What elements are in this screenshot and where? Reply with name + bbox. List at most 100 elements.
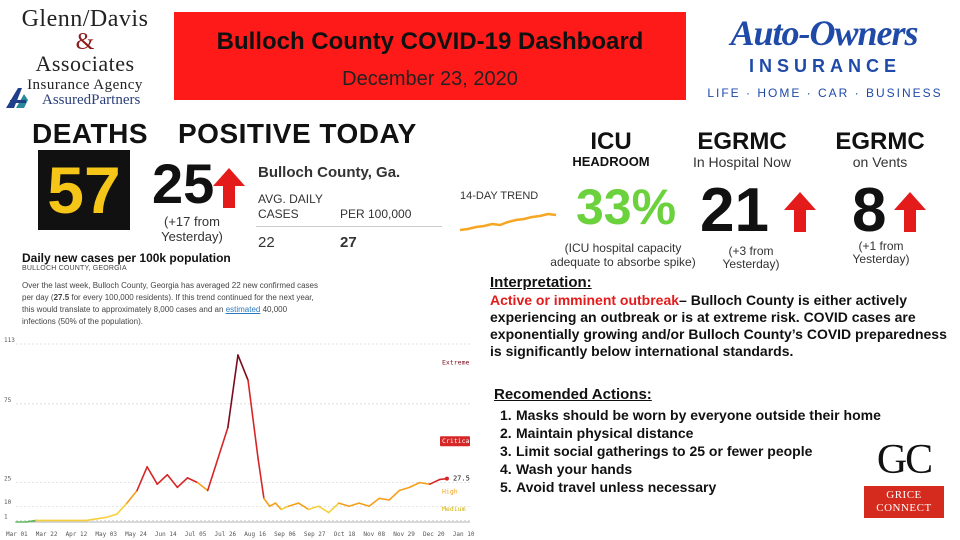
item-text: Maintain physical distance (516, 425, 694, 441)
threshold-label: Medium (442, 505, 466, 513)
chart-gridlines (16, 343, 470, 523)
egrmc-hospital-note-line-2: Yesterday) (722, 257, 780, 271)
chart-y-ticks: 113 75 25 10 1 (4, 337, 15, 520)
x-tick-label: Oct 18 (334, 531, 356, 538)
positive-today-value: 25 (152, 152, 215, 215)
egrmc-hospital-note-line-1: (+3 from (728, 244, 774, 258)
x-tick-label: Apr 12 (66, 531, 88, 538)
deaths-value: 57 (47, 153, 121, 227)
item-number: 5. (500, 479, 512, 495)
series-segment (116, 502, 128, 515)
series-segment (206, 458, 219, 492)
chart-desc-part-a: Over the last week, Bulloch County, Geor… (22, 281, 319, 302)
avg-daily-header-line-1: AVG. DAILY (258, 192, 323, 206)
egrmc-hospital-note: (+3 from Yesterday) (706, 245, 796, 271)
y-tick-label: 75 (4, 397, 12, 404)
y-tick-label: 25 (4, 476, 12, 483)
x-tick-label: Mar 22 (36, 531, 58, 538)
series-segment (146, 466, 159, 485)
logo-ampersand: & (75, 29, 95, 55)
list-item: 2. Maintain physical distance (500, 424, 881, 442)
list-item: 1. Masks should be worn by everyone outsi… (500, 406, 881, 424)
icu-sublabel: HEADROOM (572, 154, 650, 169)
county-table-title: Bulloch County, Ga. (258, 164, 401, 181)
auto-owners-logo: Auto-Owners (730, 13, 918, 53)
series-segment (388, 489, 401, 501)
chart-x-ticks: Mar 01 Mar 22 Apr 12 May 03 May 24 Jun 14 Jul … (6, 531, 475, 538)
series-segment (263, 497, 271, 508)
logo-line-2: Associates (35, 51, 135, 76)
interpretation-heading: Interpretation: (490, 274, 592, 291)
deaths-box: 57 (38, 150, 130, 230)
risk-level-label: Active or imminent outbreak (490, 292, 680, 308)
item-number: 2. (500, 425, 512, 441)
table-divider (256, 226, 442, 227)
dashboard-date: December 23, 2020 (342, 68, 518, 90)
x-tick-label: Mar 01 (6, 531, 28, 538)
interpretation-body: Active or imminent outbreak– Bulloch Cou… (490, 292, 950, 360)
egrmc-vents-note-line-1: (+1 from (858, 239, 904, 253)
icu-note-line-1: (ICU hospital capacity (564, 241, 682, 255)
egrmc-hospital-label: EGRMC (697, 128, 787, 155)
actions-heading: Recomended Actions: (494, 386, 652, 403)
dashboard-title-banner: Bulloch County COVID-19 Dashboard Decemb… (174, 12, 686, 100)
deaths-label: DEATHS (32, 118, 149, 149)
auto-owners-tagline: LIFE · HOME · CAR · BUSINESS (707, 86, 943, 100)
y-tick-label: 10 (4, 499, 12, 506)
list-item: 3. Limit social gatherings to 25 or fewer… (500, 442, 881, 460)
series-segment (358, 502, 370, 508)
icu-note: (ICU hospital capacity adequate to absor… (548, 241, 698, 269)
auto-owners-subtitle: INSURANCE (748, 56, 901, 76)
series-segment (216, 426, 229, 460)
series-segment (274, 502, 282, 511)
series-segment (247, 379, 259, 460)
page-title: Bulloch County COVID-19 Dashboard (216, 28, 644, 55)
series-segment (428, 478, 441, 485)
series-segment (338, 502, 350, 508)
series-segment (156, 473, 169, 485)
list-item: 5. Avoid travel unless necessary (500, 478, 881, 496)
series-segment (280, 505, 290, 511)
series-segment (378, 497, 391, 501)
x-tick-label: Sep 27 (304, 531, 326, 538)
series-segment (25, 519, 37, 523)
series-segment (126, 489, 138, 504)
series-segment (327, 502, 340, 514)
avg-daily-cases-value: 22 (258, 234, 275, 251)
y-tick-label: 113 (4, 337, 15, 344)
egrmc-vents-value: 8 (852, 176, 887, 245)
item-text: Masks should be worn by everyone outside… (516, 407, 881, 423)
chart-title: Daily new cases per 100k population (22, 251, 231, 265)
series-segment (136, 466, 148, 492)
daily-cases-chart: 113 75 25 10 1 Mar 01 Mar 22 Apr 12 May 03 May 2… (4, 337, 475, 538)
icu-note-line-2: adequate to absorbe spike) (550, 255, 696, 269)
estimated-link[interactable]: estimated (225, 305, 261, 314)
series-segment (176, 477, 189, 489)
y-tick-label: 1 (4, 513, 8, 520)
chart-description: Over the last week, Bulloch County, Geor… (22, 280, 322, 328)
x-tick-label: Jul 26 (215, 531, 237, 538)
per-100k-header: PER 100,000 (340, 207, 412, 221)
assured-partners-icon (6, 88, 28, 108)
grice-band: GRICE CONNECT (864, 486, 944, 518)
avg-daily-cases-header: AVG. DAILY CASES (258, 192, 323, 222)
x-tick-label: Aug 16 (244, 531, 266, 538)
item-text: Avoid travel unless necessary (516, 479, 717, 495)
egrmc-vents-note-line-2: Yesterday) (852, 252, 910, 266)
up-arrow-icon (213, 168, 245, 208)
chart-desc-part-b: for every 100,000 residents). If this tr… (22, 293, 314, 314)
series-segment (317, 505, 330, 514)
chart-subtitle: BULLOCH COUNTY, GEORGIA (22, 265, 127, 272)
interpretation-text: – Bulloch County is either actively expe… (490, 292, 947, 359)
series-segment (196, 481, 209, 492)
series-segment (368, 497, 381, 508)
grice-letters: GC (876, 437, 933, 483)
chart-threshold-labels: Extreme Critical High Medium (440, 358, 473, 513)
positive-change-note: (+17 from Yesterday) (152, 214, 232, 244)
grice-line-2: CONNECT (876, 502, 932, 514)
x-tick-label: May 24 (125, 531, 147, 538)
grice-connect-logo: GC GRICE CONNECT (862, 436, 946, 520)
series-segment (297, 502, 310, 511)
egrmc-vents-label: EGRMC (835, 128, 925, 155)
item-text: Limit social gatherings to 25 or fewer p… (516, 443, 813, 459)
